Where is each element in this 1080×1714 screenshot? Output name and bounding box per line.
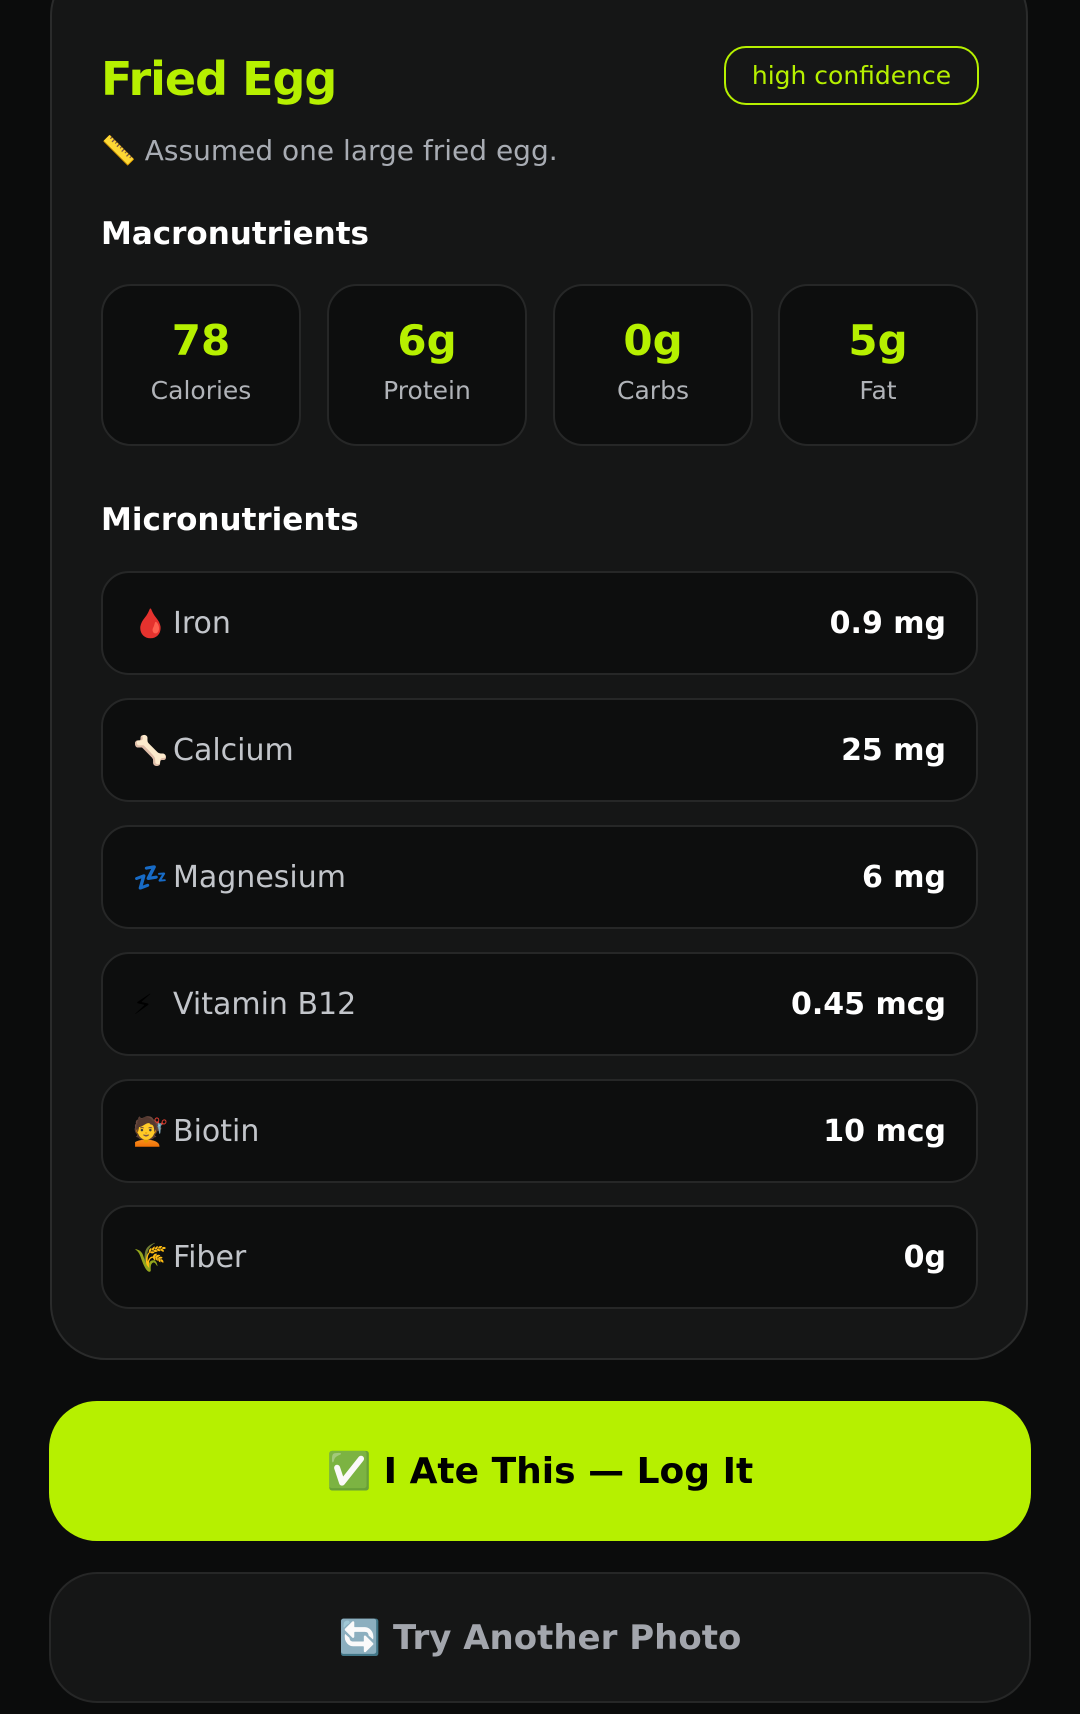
micronutrients-heading: Micronutrients	[101, 502, 359, 538]
macro-fat: 5g Fat	[778, 284, 978, 446]
macro-protein: 6g Protein	[327, 284, 527, 446]
confidence-badge: high confidence	[724, 46, 979, 105]
macro-label: Fat	[859, 376, 897, 405]
assumption-text: Assumed one large fried egg.	[144, 134, 558, 167]
micro-row-magnesium: 💤 Magnesium 6 mg	[101, 825, 978, 929]
assumption-note: 📏 Assumed one large fried egg.	[101, 134, 558, 167]
wheat-icon: 🌾	[133, 1240, 168, 1274]
micro-name: Calcium	[173, 732, 294, 768]
micro-row-fiber: 🌾 Fiber 0g	[101, 1205, 978, 1309]
macro-value: 5g	[848, 316, 908, 365]
micro-value: 0.45 mcg	[791, 986, 946, 1022]
refresh-icon: 🔄	[338, 1617, 381, 1658]
log-it-button[interactable]: ✅ I Ate This — Log It	[49, 1401, 1031, 1541]
food-title: Fried Egg	[101, 52, 337, 106]
bone-icon: 🦴	[133, 733, 168, 767]
micro-name: Iron	[173, 605, 231, 641]
micro-row-biotin: 💇 Biotin 10 mcg	[101, 1079, 978, 1183]
micro-name: Fiber	[173, 1239, 247, 1275]
lightning-icon: ⚡	[133, 987, 153, 1021]
micro-name: Biotin	[173, 1113, 260, 1149]
micro-name: Vitamin B12	[173, 986, 357, 1022]
micro-value: 6 mg	[861, 859, 946, 895]
micro-row-calcium: 🦴 Calcium 25 mg	[101, 698, 978, 802]
micro-value: 0g	[903, 1239, 946, 1275]
micro-value: 25 mg	[841, 732, 946, 768]
micro-row-iron: 🩸 Iron 0.9 mg	[101, 571, 978, 675]
haircut-icon: 💇	[133, 1114, 168, 1148]
macronutrients-heading: Macronutrients	[101, 216, 369, 252]
macro-carbs: 0g Carbs	[553, 284, 753, 446]
macro-value: 6g	[397, 316, 457, 365]
try-another-label: Try Another Photo	[393, 1617, 742, 1658]
try-another-photo-button[interactable]: 🔄 Try Another Photo	[49, 1572, 1031, 1703]
micro-name: Magnesium	[173, 859, 346, 895]
micro-value: 0.9 mg	[829, 605, 946, 641]
micro-value: 10 mcg	[823, 1113, 946, 1149]
blood-drop-icon: 🩸	[133, 606, 168, 640]
macro-calories: 78 Calories	[101, 284, 301, 446]
macro-label: Protein	[383, 376, 471, 405]
log-it-label: I Ate This — Log It	[383, 1450, 754, 1492]
ruler-icon: 📏	[101, 134, 136, 167]
macro-label: Calories	[150, 376, 252, 405]
macro-value: 0g	[623, 316, 683, 365]
macro-label: Carbs	[617, 376, 689, 405]
micro-row-vitamin-b12: ⚡ Vitamin B12 0.45 mcg	[101, 952, 978, 1056]
check-icon: ✅	[326, 1451, 372, 1492]
macro-value: 78	[171, 316, 231, 365]
zzz-icon: 💤	[133, 860, 168, 894]
